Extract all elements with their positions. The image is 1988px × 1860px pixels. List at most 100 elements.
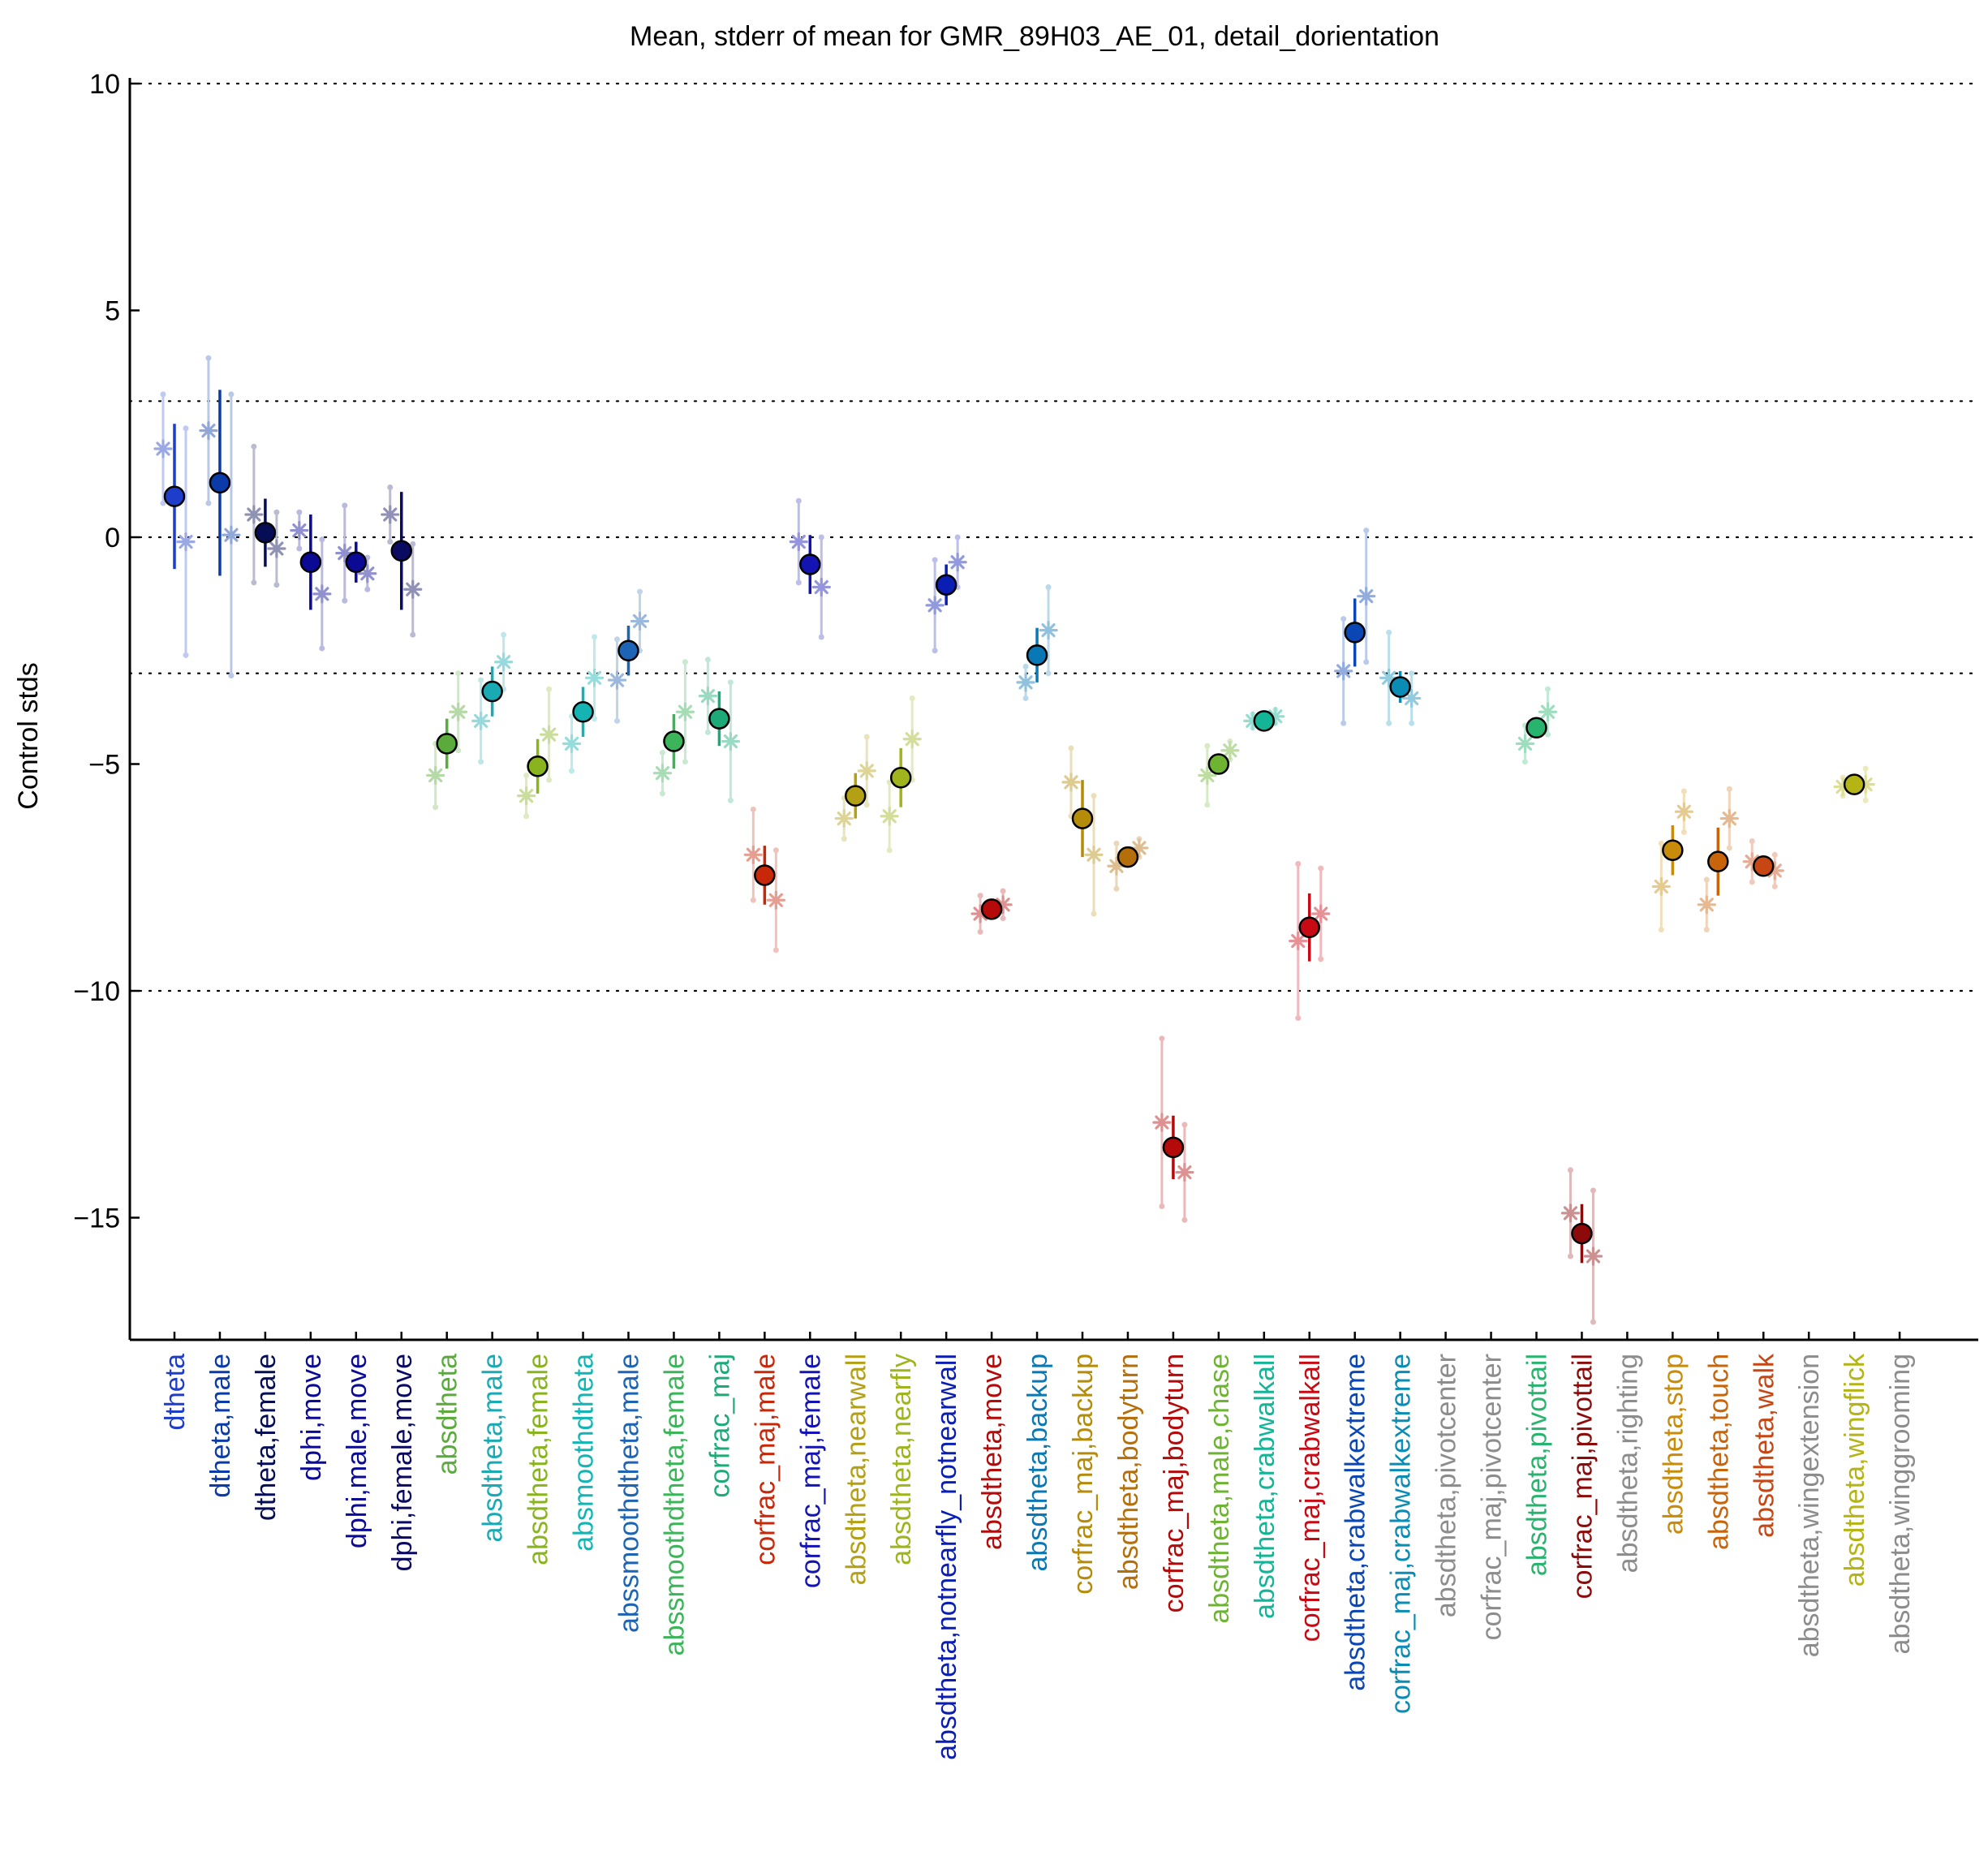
- male-error-cap: [1749, 879, 1755, 885]
- male-error-cap: [523, 813, 530, 820]
- x-tick-label: absdtheta,winggrooming: [1885, 1354, 1916, 1654]
- asterisk-stroke: [474, 713, 488, 728]
- asterisk-stroke: [338, 545, 352, 561]
- x-tick-label: dtheta,male: [205, 1354, 236, 1498]
- mean-marker: [1662, 839, 1684, 861]
- asterisk-marker: [834, 808, 854, 829]
- asterisk-stroke: [927, 598, 942, 613]
- female-error-cap: [455, 747, 462, 754]
- y-tick-label: −15: [73, 1203, 120, 1234]
- female-error-cap: [273, 509, 280, 515]
- male-error-cap: [614, 717, 620, 724]
- female-error-cap: [1590, 1187, 1596, 1194]
- data-point-group: [1515, 686, 1558, 765]
- data-point-group: [1152, 1035, 1194, 1223]
- data-point-group: [1198, 738, 1240, 808]
- x-tick-label: corfrac_maj,bodyturn: [1159, 1354, 1190, 1612]
- asterisk-marker: [584, 668, 605, 687]
- asterisk-stroke: [700, 689, 716, 704]
- asterisk-stroke: [1291, 933, 1306, 949]
- male-error-cap: [704, 657, 711, 663]
- male-error-cap: [977, 928, 983, 935]
- asterisk-stroke: [360, 566, 375, 581]
- male-error-cap: [795, 579, 802, 586]
- mean-marker: [572, 700, 594, 723]
- male-error-cap: [1386, 629, 1392, 635]
- mean-marker: [980, 898, 1003, 920]
- male-error-cap: [704, 729, 711, 735]
- asterisk-stroke: [723, 734, 738, 749]
- asterisk-marker: [743, 845, 763, 864]
- female-error-cap: [1091, 793, 1097, 799]
- asterisk-marker: [857, 761, 876, 781]
- male-error-cap: [1204, 802, 1211, 808]
- female-error-cap: [1771, 883, 1778, 889]
- x-tick-label: corfrac_maj,crabwalkextreme: [1386, 1354, 1417, 1714]
- asterisk-stroke: [451, 704, 466, 719]
- data-point-group: [562, 634, 605, 774]
- female-error-cap: [410, 540, 416, 547]
- plot-area: [153, 355, 1875, 1325]
- y-tick-label: −10: [73, 976, 120, 1007]
- male-error-cap: [750, 897, 756, 903]
- x-tick-label: absdtheta,male: [478, 1354, 509, 1543]
- asterisk-marker: [1220, 741, 1240, 760]
- asterisk-marker: [1379, 668, 1399, 687]
- male-error-cap: [1068, 745, 1074, 751]
- x-tick-label: absmoothdtheta: [569, 1354, 600, 1552]
- female-error-cap: [228, 672, 235, 678]
- asterisk-stroke: [1654, 879, 1668, 894]
- data-point-group: [290, 509, 332, 652]
- asterisk-marker: [312, 584, 332, 604]
- female-error-cap: [727, 797, 734, 803]
- female-error-cap: [364, 586, 371, 592]
- asterisk-stroke: [247, 507, 261, 522]
- x-tick-label: absdtheta,touch: [1703, 1354, 1734, 1550]
- male-error-cap: [1159, 1203, 1165, 1210]
- male-error-cap: [1022, 663, 1029, 670]
- female-error-cap: [863, 734, 870, 740]
- data-point-group: [834, 734, 876, 842]
- data-point-group: [1334, 527, 1376, 726]
- x-tick-label: absdtheta,pivotcenter: [1431, 1354, 1462, 1617]
- asterisk-stroke: [497, 655, 511, 670]
- female-error-cap: [1590, 1319, 1596, 1325]
- asterisk-marker: [153, 439, 173, 459]
- asterisk-stroke: [1382, 670, 1396, 685]
- female-error-cap: [1545, 731, 1551, 738]
- male-error-cap: [1295, 1015, 1302, 1022]
- male-error-cap: [1658, 927, 1664, 933]
- x-tick-label: absdtheta,male,chase: [1204, 1354, 1235, 1624]
- female-error-cap: [682, 659, 688, 665]
- asterisk-stroke: [1767, 863, 1782, 878]
- female-error-cap: [682, 759, 688, 765]
- asterisk-stroke: [837, 811, 851, 826]
- asterisk-stroke: [383, 507, 398, 522]
- female-error-cap: [183, 425, 189, 432]
- mean-marker: [663, 730, 685, 752]
- male-error-cap: [160, 391, 166, 398]
- x-tick-label: absdtheta,walk: [1749, 1353, 1779, 1538]
- female-error-cap: [1045, 670, 1052, 677]
- asterisk-stroke: [1155, 1115, 1169, 1130]
- asterisk-marker: [449, 702, 468, 721]
- asterisk-marker: [675, 702, 695, 721]
- female-error-cap: [546, 777, 553, 783]
- male-error-cap: [251, 579, 257, 586]
- female-error-cap: [818, 634, 824, 640]
- x-tick-label: abssmoothdtheta,male: [614, 1354, 645, 1633]
- mean-marker: [1071, 807, 1094, 829]
- mean-marker: [1207, 753, 1230, 775]
- asterisk-stroke: [179, 534, 193, 549]
- female-error-cap: [273, 582, 280, 588]
- x-tick-label: dphi,female,move: [387, 1354, 418, 1571]
- male-error-cap: [841, 836, 847, 842]
- male-error-cap: [478, 677, 484, 683]
- male-error-cap: [1340, 720, 1347, 726]
- male-error-cap: [478, 759, 484, 765]
- mean-marker: [1253, 710, 1276, 732]
- male-error-cap: [1113, 840, 1120, 846]
- asterisk-marker: [176, 532, 196, 552]
- female-error-cap: [772, 847, 779, 854]
